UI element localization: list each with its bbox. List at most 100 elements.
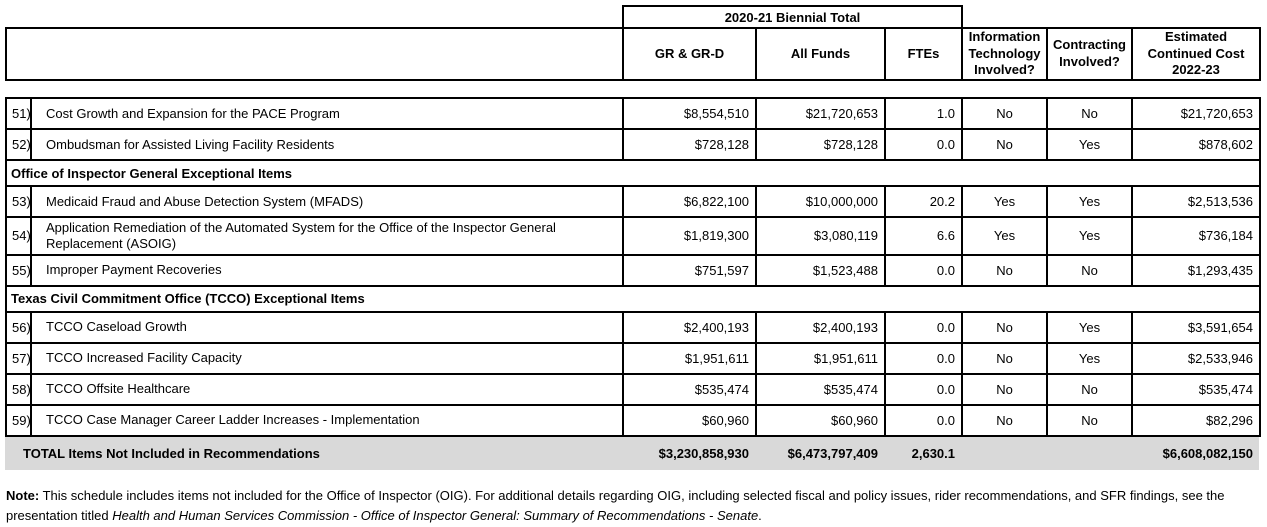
ftes-cell: 0.0 [884,310,963,344]
total-all-funds: $6,473,797,409 [787,446,878,461]
all-funds-cell: $10,000,000 [755,185,886,218]
row-description-cell: TCCO Caseload Growth [30,310,624,344]
total-gr-grd: $3,230,858,930 [658,446,749,461]
estimated-cost-cell: $21,720,653 [1131,97,1261,130]
biennial-total-row: 2020-21 Biennial Total [6,5,1260,29]
ftes-cell: 20.2 [884,185,963,218]
contracting-involved-cell: Yes [1046,185,1133,218]
description-header-cell [5,27,624,81]
estimated-cost-cell: $535,474 [1131,372,1261,406]
note-suffix: . [758,507,762,523]
estimated-cost-cell: $1,293,435 [1131,253,1261,287]
gr-grd-cell: $728,128 [622,128,757,161]
table-row: 55) Improper Payment Recoveries $751,597 $1… [5,253,1261,287]
estimated-cost-cell: $2,513,536 [1131,185,1261,218]
contracting-involved-cell: No [1046,97,1133,130]
exceptional-items-table: 51) Cost Growth and Expansion for the PAC… [5,97,1261,437]
estimated-cost-cell: $3,591,654 [1131,310,1261,344]
total-estimated-cost: $6,608,082,150 [1162,446,1253,461]
gr-grd-cell: $2,400,193 [622,310,757,344]
gr-grd-cell: $60,960 [622,403,757,437]
contracting-involved-cell: No [1046,403,1133,437]
all-funds-cell: $535,474 [755,372,886,406]
section-row: Office of Inspector General Exceptional … [5,159,1261,187]
row-number-cell: 55) [5,253,32,287]
contracting-involved-cell: Yes [1046,128,1133,161]
row-description-cell: TCCO Case Manager Career Ladder Increase… [30,403,624,437]
section-label: Texas Civil Commitment Office (TCCO) Exc… [5,284,1261,313]
ftes-cell: 0.0 [884,372,963,406]
data-table-body: 51) Cost Growth and Expansion for the PAC… [5,97,1261,437]
it-involved-cell: Yes [961,185,1048,218]
section-row: Texas Civil Commitment Office (TCCO) Exc… [5,284,1261,313]
total-label: TOTAL Items Not Included in Recommendati… [23,446,320,461]
all-funds-column-header: All Funds [755,27,886,81]
row-number-cell: 57) [5,341,32,375]
gr-grd-column-header: GR & GR-D [622,27,757,81]
ftes-cell: 0.0 [884,403,963,437]
table-row: 56) TCCO Caseload Growth $2,400,193 $2,400,… [5,310,1261,344]
gr-grd-cell: $6,822,100 [622,185,757,218]
section-label: Office of Inspector General Exceptional … [5,159,1261,187]
it-involved-cell: No [961,310,1048,344]
gr-grd-cell: $751,597 [622,253,757,287]
row-number-cell: 54) [5,216,32,256]
all-funds-cell: $3,080,119 [755,216,886,256]
it-involved-cell: No [961,372,1048,406]
table-row: 58) TCCO Offsite Healthcare $535,474 $535,4… [5,372,1261,406]
it-involved-cell: No [961,341,1048,375]
it-involved-cell: No [961,97,1048,130]
row-number-cell: 58) [5,372,32,406]
spacer-cell [962,6,1260,28]
gr-grd-cell: $535,474 [622,372,757,406]
estimated-cost-cell: $82,296 [1131,403,1261,437]
row-description-cell: TCCO Offsite Healthcare [30,372,624,406]
all-funds-cell: $1,523,488 [755,253,886,287]
row-number-cell: 53) [5,185,32,218]
row-description-cell: TCCO Increased Facility Capacity [30,341,624,375]
note-title-italic: Health and Human Services Commission - O… [112,507,759,523]
row-number-cell: 51) [5,97,32,130]
row-description-cell: Improper Payment Recoveries [30,253,624,287]
row-number-cell: 56) [5,310,32,344]
table-row: 59) TCCO Case Manager Career Ladder Incre… [5,403,1261,437]
note-label: Note: [6,488,40,503]
it-involved-cell: No [961,128,1048,161]
it-involved-column-header: Information Technology Involved? [961,27,1049,81]
row-description-cell: Ombudsman for Assisted Living Facility R… [30,128,624,161]
footnote: Note: This schedule includes items not i… [6,486,1258,525]
all-funds-cell: $60,960 [755,403,886,437]
all-funds-cell: $728,128 [755,128,886,161]
all-funds-cell: $1,951,611 [755,341,886,375]
ftes-cell: 6.6 [884,216,963,256]
estimated-cost-cell: $878,602 [1131,128,1261,161]
gr-grd-cell: $1,819,300 [622,216,757,256]
spacer-cell [6,6,623,28]
note-body: This schedule includes items not include… [6,488,1225,523]
ftes-cell: 0.0 [884,128,963,161]
estimated-cost-cell: $736,184 [1131,216,1261,256]
it-involved-cell: Yes [961,216,1048,256]
contracting-involved-cell: No [1046,372,1133,406]
row-description-cell: Application Remediation of the Automated… [30,216,624,256]
table-row: 51) Cost Growth and Expansion for the PAC… [5,97,1261,130]
contracting-involved-cell: Yes [1046,341,1133,375]
it-involved-cell: No [961,253,1048,287]
row-number-cell: 59) [5,403,32,437]
contracting-involved-cell: Yes [1046,310,1133,344]
contracting-involved-column-header: Contracting Involved? [1046,27,1134,81]
ftes-cell: 1.0 [884,97,963,130]
gr-grd-cell: $8,554,510 [622,97,757,130]
gr-grd-cell: $1,951,611 [622,341,757,375]
biennial-total-header: 2020-21 Biennial Total [621,5,964,29]
contracting-involved-cell: Yes [1046,216,1133,256]
row-description-cell: Cost Growth and Expansion for the PACE P… [30,97,624,130]
ftes-cell: 0.0 [884,253,963,287]
ftes-column-header: FTEs [883,27,964,81]
all-funds-cell: $21,720,653 [755,97,886,130]
contracting-involved-cell: No [1046,253,1133,287]
it-involved-cell: No [961,403,1048,437]
table-row: 53) Medicaid Fraud and Abuse Detection Sy… [5,185,1261,218]
table-row: 54) Application Remediation of the Automa… [5,216,1261,256]
